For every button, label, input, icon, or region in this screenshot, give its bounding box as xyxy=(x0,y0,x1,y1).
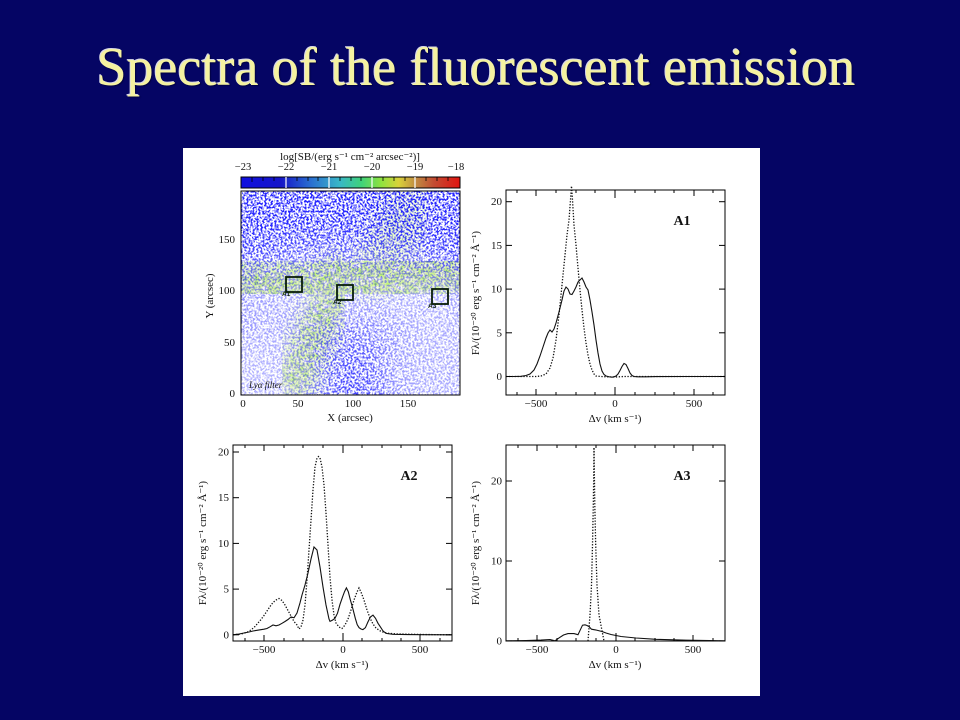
svg-text:log[SB/(erg s⁻¹ cm⁻² arcsec⁻²): log[SB/(erg s⁻¹ cm⁻² arcsec⁻²)] xyxy=(280,151,420,163)
svg-text:5: 5 xyxy=(497,327,503,339)
svg-text:10: 10 xyxy=(218,538,230,550)
svg-text:Y (arcsec): Y (arcsec) xyxy=(204,273,216,318)
svg-text:Lyα filter: Lyα filter xyxy=(248,380,283,390)
svg-text:−21: −21 xyxy=(321,162,337,173)
svg-text:A3: A3 xyxy=(673,469,690,484)
svg-text:0: 0 xyxy=(497,371,503,383)
svg-text:−500: −500 xyxy=(253,644,276,656)
svg-text:Δv (km s⁻¹): Δv (km s⁻¹) xyxy=(589,659,642,671)
svg-text:0: 0 xyxy=(224,629,230,641)
svg-text:100: 100 xyxy=(345,398,362,410)
svg-text:Fλ/(10⁻²⁰ erg s⁻¹ cm⁻² Å⁻¹): Fλ/(10⁻²⁰ erg s⁻¹ cm⁻² Å⁻¹) xyxy=(470,481,482,606)
svg-text:0: 0 xyxy=(340,644,346,656)
svg-text:10: 10 xyxy=(491,284,503,296)
svg-text:500: 500 xyxy=(685,644,702,656)
svg-text:−22: −22 xyxy=(278,162,294,173)
svg-text:−500: −500 xyxy=(525,398,548,410)
svg-text:100: 100 xyxy=(219,285,236,297)
svg-text:Δv (km s⁻¹): Δv (km s⁻¹) xyxy=(589,413,642,425)
svg-text:−18: −18 xyxy=(448,162,464,173)
svg-text:0: 0 xyxy=(612,398,618,410)
svg-text:A1: A1 xyxy=(282,291,291,298)
svg-text:50: 50 xyxy=(224,337,236,349)
svg-text:15: 15 xyxy=(491,240,503,252)
svg-text:Fλ/(10⁻²⁰ erg s⁻¹ cm⁻² Å⁻¹): Fλ/(10⁻²⁰ erg s⁻¹ cm⁻² Å⁻¹) xyxy=(197,481,209,606)
svg-text:500: 500 xyxy=(686,398,703,410)
svg-text:X (arcsec): X (arcsec) xyxy=(327,412,373,424)
svg-text:−23: −23 xyxy=(235,162,251,173)
svg-text:5: 5 xyxy=(224,584,230,596)
svg-text:A2: A2 xyxy=(333,299,342,306)
svg-text:0: 0 xyxy=(230,388,236,400)
svg-text:Fλ/(10⁻²⁰ erg s⁻¹ cm⁻² Å⁻¹): Fλ/(10⁻²⁰ erg s⁻¹ cm⁻² Å⁻¹) xyxy=(470,231,482,356)
svg-text:0: 0 xyxy=(497,636,503,648)
svg-text:−19: −19 xyxy=(407,162,423,173)
svg-text:20: 20 xyxy=(491,476,503,488)
svg-text:0: 0 xyxy=(240,398,246,410)
svg-text:−20: −20 xyxy=(364,162,380,173)
svg-text:10: 10 xyxy=(491,556,503,568)
svg-text:20: 20 xyxy=(491,196,503,208)
svg-text:0: 0 xyxy=(613,644,619,656)
svg-text:Δv (km s⁻¹): Δv (km s⁻¹) xyxy=(316,659,369,671)
svg-text:500: 500 xyxy=(412,644,429,656)
svg-text:A1: A1 xyxy=(673,214,690,229)
svg-text:A3: A3 xyxy=(428,303,437,310)
svg-text:20: 20 xyxy=(218,447,230,459)
svg-text:150: 150 xyxy=(219,234,236,246)
svg-text:15: 15 xyxy=(218,492,230,504)
svg-text:150: 150 xyxy=(400,398,417,410)
svg-text:A2: A2 xyxy=(400,469,417,484)
svg-text:50: 50 xyxy=(293,398,305,410)
svg-text:−500: −500 xyxy=(526,644,549,656)
